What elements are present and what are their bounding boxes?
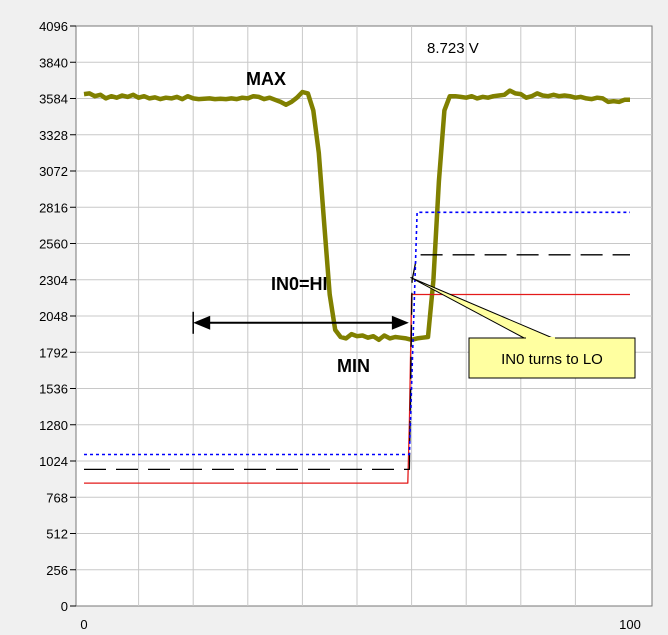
y-tick-label: 2816 [39,200,68,215]
y-axis-ticks: 0 256 512 768 1024 1280 1536 1792 2048 2304 2560 28… [39,19,76,614]
y-tick-label: 1024 [39,454,68,469]
y-tick-label: 3840 [39,55,68,70]
series-threshold-black-dashed [84,254,630,471]
y-tick-label: 2304 [39,273,68,288]
x-tick-label: 0 [80,617,87,632]
y-tick-label: 3072 [39,164,68,179]
y-tick-label: 768 [46,490,68,505]
x-tick-label: 100 [619,617,641,632]
series-signal-line [83,88,630,343]
y-tick-label: 0 [61,599,68,614]
y-tick-label: 512 [46,527,68,542]
readout-label: 8.723 V [427,40,479,57]
y-tick-label: 2560 [39,237,68,252]
y-tick-label: 2048 [39,309,68,324]
annotations: 8.723 V MAX MIN IN0=HI IN0 turns to LO [192,40,636,379]
span-label: IN0=HI [271,274,328,294]
max-label: MAX [246,69,286,89]
span-arrow-right-head [391,315,409,330]
y-tick-label: 1536 [39,382,68,397]
grid [76,26,652,606]
y-tick-label: 1792 [39,345,68,360]
callout-text: IN0 turns to LO [501,351,603,368]
callout-box [468,337,636,379]
span-arrow-left-head [193,315,211,330]
y-tick-label: 256 [46,563,68,578]
y-tick-label: 3328 [39,128,68,143]
series-threshold-blue-dotted [84,211,630,456]
x-axis-ticks: 0 100 [80,617,640,632]
series-group [83,88,630,484]
min-label: MIN [337,356,370,376]
y-tick-label: 1280 [39,418,68,433]
y-tick-label: 3584 [39,92,68,107]
y-tick-label: 4096 [39,19,68,34]
